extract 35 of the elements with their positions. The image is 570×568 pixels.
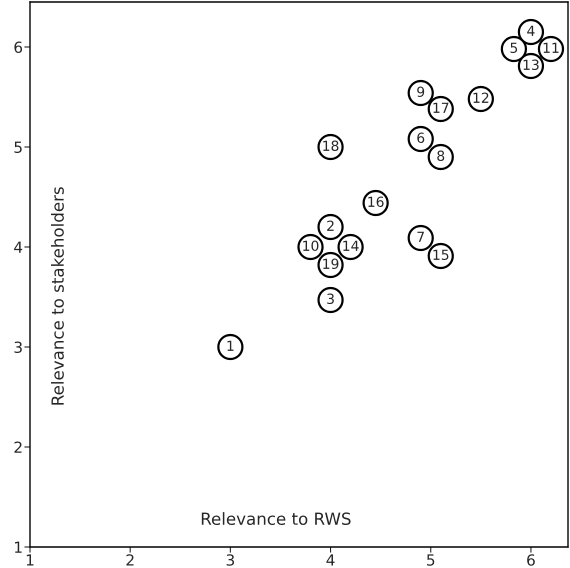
x-tick-label: 1: [26, 554, 34, 566]
annotation: 18: [323, 140, 338, 152]
x-tick-label: 4: [326, 554, 335, 566]
annotation: 9: [417, 86, 424, 98]
annotation: 6: [417, 132, 424, 144]
annotation: 5: [510, 42, 518, 54]
annotation: 7: [417, 232, 424, 242]
annotation: 15: [433, 250, 448, 260]
x-axis-title: Relevance to RWS: [202, 512, 351, 526]
point: [408, 224, 434, 252]
annotation: 19: [323, 258, 338, 270]
y-tick-label: 1: [15, 542, 22, 553]
point: [217, 334, 244, 360]
annotation: 17: [433, 102, 448, 113]
y-tick-label: 3: [14, 341, 22, 354]
y-axis-title: Relevance to stakeholders: [50, 187, 64, 405]
y-tick-label: 2: [14, 441, 22, 453]
x-tick-label: 2: [126, 554, 134, 566]
y-tick-label: 5: [14, 142, 22, 154]
annotation: 11: [544, 42, 559, 53]
annotation: 12: [474, 92, 488, 103]
annotation: 14: [343, 240, 359, 251]
annotation: 13: [524, 60, 539, 70]
y-tick-label: 4: [14, 242, 22, 253]
x-tick-label: 3: [226, 554, 234, 566]
annotation: 3: [327, 294, 334, 304]
annotation: 2: [327, 220, 334, 231]
y-tick-label: 6: [14, 41, 22, 54]
annotation: 8: [437, 150, 444, 162]
annotation: 10: [303, 240, 318, 252]
x-tick-label: 5: [427, 554, 434, 566]
annotation: 16: [368, 196, 384, 208]
x-tick-label: 6: [527, 554, 535, 566]
annotation: 4: [527, 26, 535, 36]
annotation: 1: [227, 340, 234, 351]
